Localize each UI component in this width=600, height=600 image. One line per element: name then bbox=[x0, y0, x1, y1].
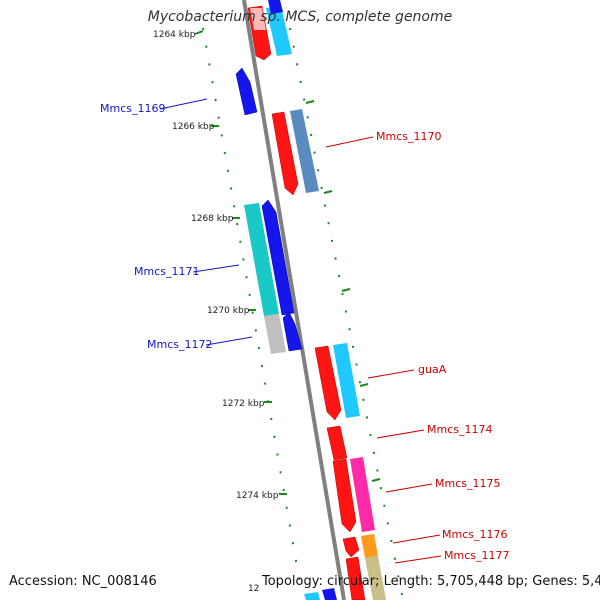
gene-feature-mmcs-1171[interactable] bbox=[261, 199, 295, 316]
cog-bar-mmcs-1171 bbox=[244, 203, 279, 316]
gene-label-guaA[interactable]: guaA bbox=[418, 363, 447, 376]
leader-lines-left bbox=[159, 98, 253, 346]
cog-bar-mmcs-1177 bbox=[365, 556, 386, 600]
gene-label-mmcs-1177[interactable]: Mmcs_1177 bbox=[444, 549, 509, 562]
gene-feature-bottom-blue bbox=[322, 588, 337, 600]
kbp-label: 12 bbox=[248, 584, 259, 594]
gene-label-mmcs-1170[interactable]: Mmcs_1170 bbox=[376, 130, 441, 143]
accession-text: Accession: NC_008146 bbox=[9, 574, 157, 589]
gene-label-mmcs-1172[interactable]: Mmcs_1172 bbox=[147, 338, 212, 351]
topology-text: Topology: circular; Length: 5,705,448 bp… bbox=[262, 574, 600, 589]
inner-tick-track bbox=[289, 27, 403, 596]
genome-backbone bbox=[242, 0, 346, 600]
gene-label-mmcs-1176[interactable]: Mmcs_1176 bbox=[442, 528, 507, 541]
cog-bar-mmcs-1172 bbox=[264, 314, 286, 354]
gene-label-mmcs-1175[interactable]: Mmcs_1175 bbox=[435, 477, 500, 490]
gene-feature-mmcs-1172[interactable] bbox=[282, 311, 303, 352]
kbp-label: 1270 kbp bbox=[207, 306, 250, 316]
kbp-label: 1268 kbp bbox=[191, 214, 234, 224]
cog-bar-top-cyan bbox=[266, 6, 292, 56]
gene-feature-bottom-cyan bbox=[304, 592, 320, 600]
gene-label-mmcs-1174[interactable]: Mmcs_1174 bbox=[427, 423, 492, 436]
cog-bar-mmcs-1170 bbox=[290, 109, 319, 193]
kbp-label: 1274 kbp bbox=[236, 491, 279, 501]
kbp-label: 1266 kbp bbox=[172, 122, 215, 132]
gene-feature-mmcs-1176[interactable] bbox=[342, 536, 360, 558]
gene-feature-mmcs-1177[interactable] bbox=[345, 556, 366, 600]
cog-bar-mmcs-1176 bbox=[361, 534, 378, 558]
kbp-label: 1272 kbp bbox=[222, 399, 265, 409]
leader-lines-right bbox=[325, 136, 442, 564]
gene-feature-mmcs-1169[interactable] bbox=[235, 67, 258, 116]
cog-bar-mmcs-1175 bbox=[350, 457, 375, 532]
kbp-label: 1264 kbp bbox=[153, 30, 196, 40]
map-title: Mycobacterium sp. MCS, complete genome bbox=[147, 9, 453, 25]
outer-major-ticks bbox=[194, 30, 287, 495]
gene-feature-mmcs-1175[interactable] bbox=[332, 458, 357, 533]
cog-bar-top-pink bbox=[250, 8, 266, 30]
inner-major-ticks bbox=[305, 100, 381, 482]
gene-feature-top-blue[interactable] bbox=[268, 0, 283, 14]
gene-label-mmcs-1171[interactable]: Mmcs_1171 bbox=[134, 265, 199, 278]
gene-feature-mmcs-1170[interactable] bbox=[271, 111, 299, 196]
gene-feature-guaA[interactable] bbox=[314, 345, 342, 421]
gene-feature-mmcs-1174[interactable] bbox=[326, 425, 348, 461]
cog-bar-guaA bbox=[333, 343, 360, 418]
gene-label-mmcs-1169[interactable]: Mmcs_1169 bbox=[100, 102, 165, 115]
